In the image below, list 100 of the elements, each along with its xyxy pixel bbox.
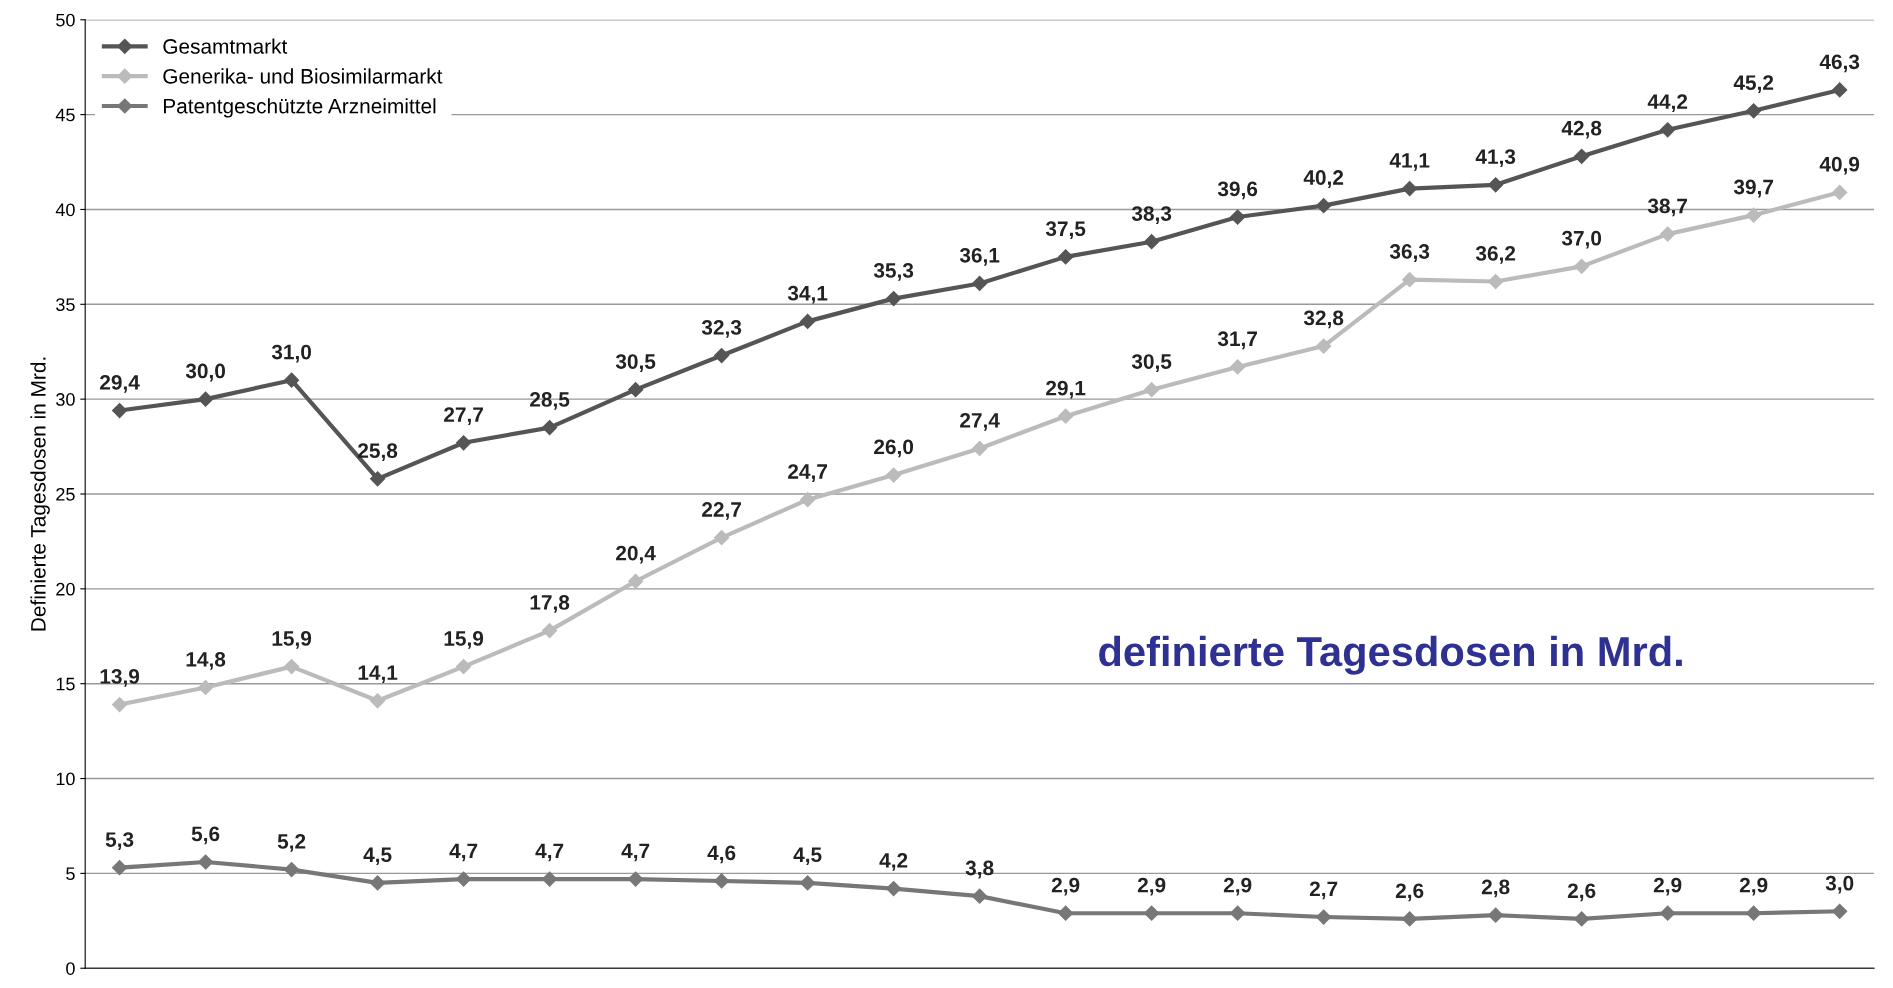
- point: [1488, 907, 1504, 923]
- data-label: 4,7: [535, 843, 564, 862]
- data-label: 2,6: [1395, 883, 1424, 902]
- point: [1488, 273, 1504, 290]
- y-tick-label: 10: [56, 772, 75, 786]
- point: [1230, 209, 1246, 225]
- y-axis-title: Definierte Tagesdosen in Mrd.: [30, 357, 50, 631]
- point: [1144, 905, 1160, 921]
- data-label: 3,0: [1825, 875, 1854, 894]
- point: [1144, 382, 1160, 398]
- data-label: 36,2: [1475, 246, 1516, 264]
- data-label: 41,1: [1389, 153, 1430, 171]
- point: [1746, 905, 1762, 921]
- data-label: 30,5: [615, 354, 656, 372]
- data-label: 4,2: [879, 853, 908, 871]
- data-label: 5,3: [105, 832, 134, 850]
- point: [1144, 234, 1160, 250]
- point: [1574, 148, 1590, 164]
- data-label: 2,9: [1137, 877, 1166, 896]
- point: [112, 696, 128, 713]
- point: [112, 860, 128, 876]
- data-label: 13,9: [100, 669, 140, 687]
- point: [1832, 82, 1848, 98]
- point: [714, 347, 730, 364]
- point: [800, 875, 816, 891]
- data-label: 37,0: [1561, 230, 1602, 249]
- point: [456, 871, 472, 887]
- y-tick-label: 35: [56, 298, 75, 312]
- data-label: 20,4: [616, 545, 656, 564]
- data-label: 17,8: [530, 595, 570, 613]
- point: [972, 275, 988, 292]
- point: [886, 880, 902, 897]
- legend-label: Patentgeschützte Arzneimittel: [163, 98, 436, 118]
- data-label: 5,6: [191, 826, 220, 845]
- point: [628, 871, 644, 887]
- y-tick-label: 5: [66, 867, 75, 881]
- point: [284, 659, 300, 675]
- point: [972, 440, 988, 457]
- data-label: 14,8: [186, 651, 226, 670]
- point: [1316, 909, 1332, 925]
- data-label: 2,8: [1481, 879, 1510, 898]
- data-label: 4,7: [621, 843, 650, 862]
- data-label: 31,0: [271, 344, 312, 363]
- point: [714, 873, 730, 889]
- legend-label: Gesamtmarkt: [163, 38, 288, 54]
- point: [1316, 338, 1332, 354]
- data-label: 4,7: [449, 843, 478, 862]
- y-tick-label: 0: [66, 962, 75, 975]
- point: [1488, 177, 1504, 193]
- point: [1058, 408, 1074, 424]
- y-tick-label: 25: [56, 487, 75, 501]
- data-label: 28,5: [530, 392, 570, 410]
- data-label: 44,2: [1647, 94, 1688, 113]
- data-label: 42,8: [1561, 120, 1602, 139]
- point: [1746, 103, 1762, 119]
- point: [1402, 181, 1418, 197]
- point: [284, 862, 300, 878]
- data-label: 27,7: [444, 407, 483, 426]
- point: [456, 659, 472, 675]
- point: [112, 402, 128, 419]
- point: [1660, 905, 1676, 921]
- data-label: 4,5: [793, 847, 822, 866]
- point: [198, 854, 214, 870]
- data-label: 2,9: [1051, 877, 1080, 896]
- point: [370, 471, 386, 487]
- point: [198, 679, 214, 696]
- data-label: 29,4: [100, 375, 140, 393]
- data-label: 2,9: [1653, 877, 1682, 896]
- point: [1058, 905, 1074, 921]
- data-label: 40,2: [1303, 170, 1344, 188]
- y-tick-label: 30: [56, 393, 75, 406]
- data-label: 27,4: [960, 412, 1000, 431]
- data-label: 46,3: [1819, 54, 1860, 73]
- point: [370, 875, 386, 891]
- y-tick-label: 20: [56, 582, 75, 596]
- data-label: 36,1: [959, 247, 1000, 266]
- point: [972, 888, 988, 904]
- y-tick-label: 45: [55, 108, 75, 122]
- data-label: 37,5: [1045, 221, 1086, 240]
- data-label: 36,3: [1389, 244, 1430, 262]
- point: [1316, 198, 1332, 214]
- y-tick-label: 40: [55, 203, 75, 217]
- point: [1574, 258, 1590, 274]
- point: [542, 420, 558, 436]
- data-label: 2,7: [1309, 881, 1338, 900]
- point: [1746, 207, 1762, 223]
- point: [886, 291, 902, 307]
- annotation: definierte Tagesdosen in Mrd.: [1099, 635, 1682, 675]
- point: [800, 492, 816, 508]
- point: [1402, 272, 1418, 288]
- point: [542, 871, 558, 887]
- data-label: 24,7: [788, 464, 827, 482]
- data-label: 39,7: [1733, 179, 1774, 198]
- point: [198, 391, 214, 407]
- point: [1574, 911, 1590, 927]
- data-label: 38,3: [1131, 206, 1172, 224]
- y-tick-label: 50: [56, 13, 75, 27]
- point: [800, 313, 816, 329]
- data-label: 15,9: [444, 631, 484, 649]
- data-label: 30,5: [1131, 354, 1172, 372]
